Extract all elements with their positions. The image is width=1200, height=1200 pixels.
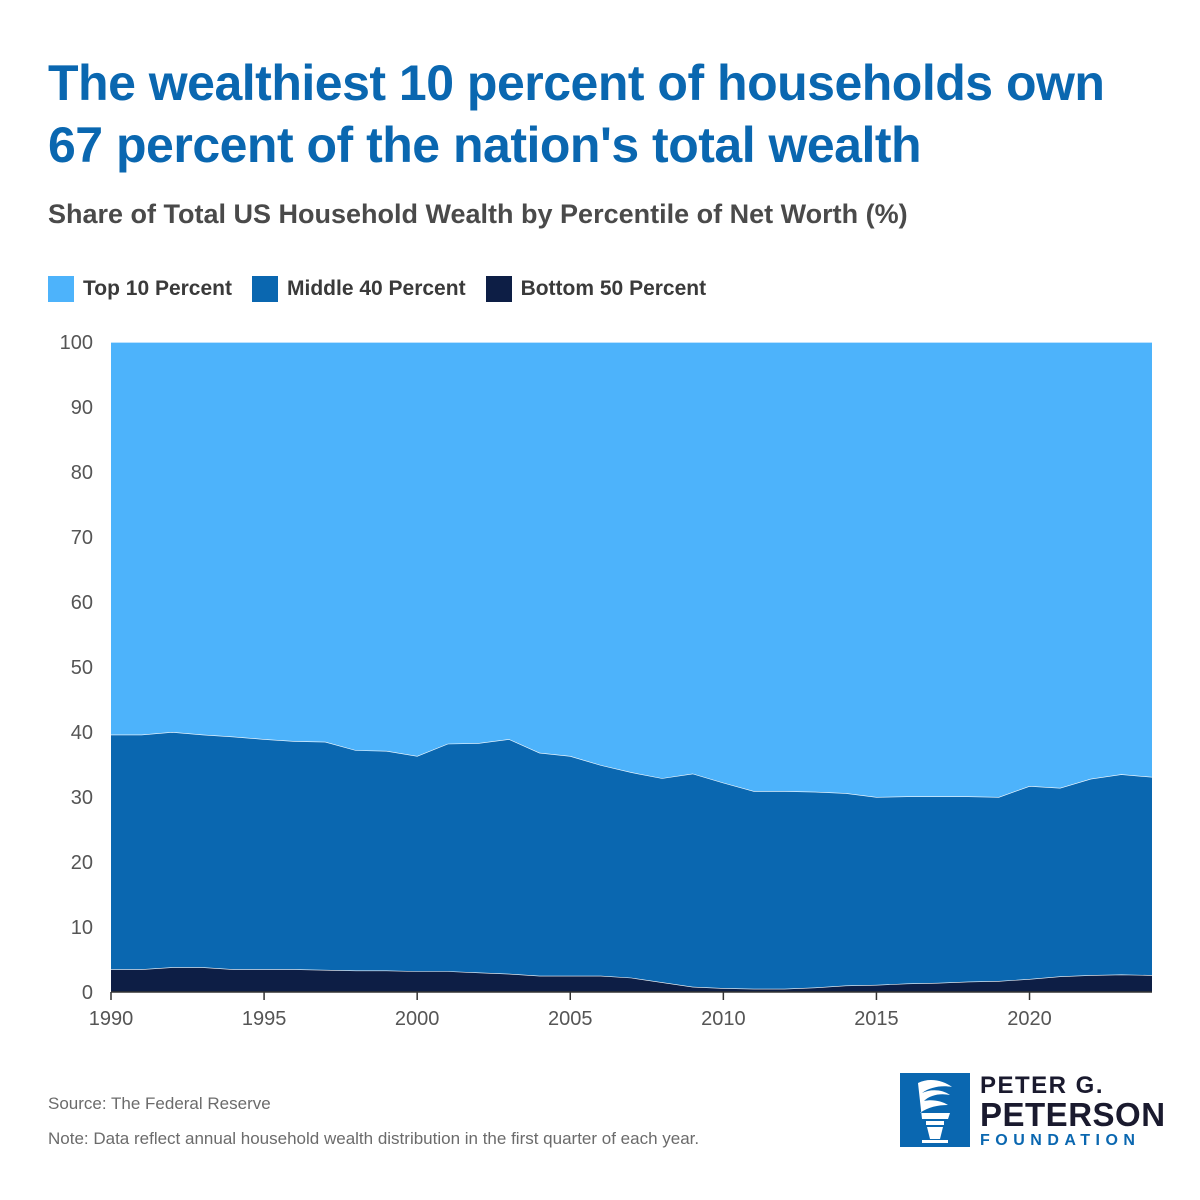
- x-tick-label: 2020: [1007, 1008, 1052, 1030]
- legend-label-bottom50: Bottom 50 Percent: [520, 277, 707, 300]
- logo-wordmark: PETER G. PETERSON FOUNDATION: [980, 1073, 1166, 1151]
- y-axis: 0 10 20 30 40 50 60 70 80 90 100: [60, 332, 93, 1004]
- y-tick-label: 60: [71, 592, 93, 614]
- x-tick-label: 2005: [548, 1008, 593, 1030]
- y-tick-label: 100: [60, 332, 93, 354]
- y-tick-label: 50: [71, 657, 93, 679]
- x-tick-label: 2000: [395, 1008, 440, 1030]
- y-tick-label: 40: [71, 722, 93, 744]
- source-note: Source: The Federal Reserve: [48, 1094, 271, 1113]
- y-tick-label: 20: [71, 852, 93, 874]
- torch-logo-icon: [900, 1073, 970, 1147]
- legend-item-bottom50: Bottom 50 Percent: [485, 276, 707, 302]
- y-tick-label: 10: [71, 917, 93, 939]
- area-top10: [111, 342, 1152, 797]
- legend-swatch-top10: [48, 276, 74, 302]
- y-tick-label: 30: [71, 787, 93, 809]
- stacked-area-chart: 0 10 20 30 40 50 60 70 80 90 100 1990 1995 2000 2005 2…: [60, 332, 1153, 1030]
- logo-line-2: PETERSON: [980, 1096, 1166, 1133]
- chart-subtitle: Share of Total US Household Wealth by Pe…: [48, 199, 908, 229]
- x-tick-label: 1990: [89, 1008, 134, 1030]
- legend-item-top10: Top 10 Percent: [48, 276, 232, 302]
- logo-line-3: FOUNDATION: [980, 1132, 1141, 1149]
- logo-line-1: PETER G.: [980, 1072, 1105, 1099]
- chart-areas: [111, 341, 1153, 992]
- y-tick-label: 70: [71, 527, 93, 549]
- chart-title: The wealthiest 10 percent of households …: [48, 55, 1105, 173]
- x-tick-label: 1995: [242, 1008, 287, 1030]
- area-middle40: [111, 732, 1152, 989]
- x-tick-label: 2015: [854, 1008, 899, 1030]
- legend-label-top10: Top 10 Percent: [83, 277, 232, 300]
- legend-item-middle40: Middle 40 Percent: [252, 276, 466, 302]
- data-note: Note: Data reflect annual household weal…: [48, 1129, 700, 1148]
- chart-legend: Top 10 Percent Middle 40 Percent Bottom …: [48, 276, 726, 302]
- legend-swatch-middle40: [252, 276, 278, 302]
- y-tick-label: 0: [82, 982, 93, 1004]
- area-bottom50: [111, 967, 1152, 992]
- legend-swatch-bottom50: [485, 276, 512, 302]
- peterson-foundation-logo: PETER G. PETERSON FOUNDATION: [900, 1073, 1166, 1151]
- x-axis: 1990 1995 2000 2005 2010 2015 2020: [89, 991, 1152, 1030]
- y-tick-label: 90: [71, 397, 93, 419]
- x-tick-label: 2010: [701, 1008, 746, 1030]
- legend-label-middle40: Middle 40 Percent: [287, 277, 466, 300]
- y-tick-label: 80: [71, 462, 93, 484]
